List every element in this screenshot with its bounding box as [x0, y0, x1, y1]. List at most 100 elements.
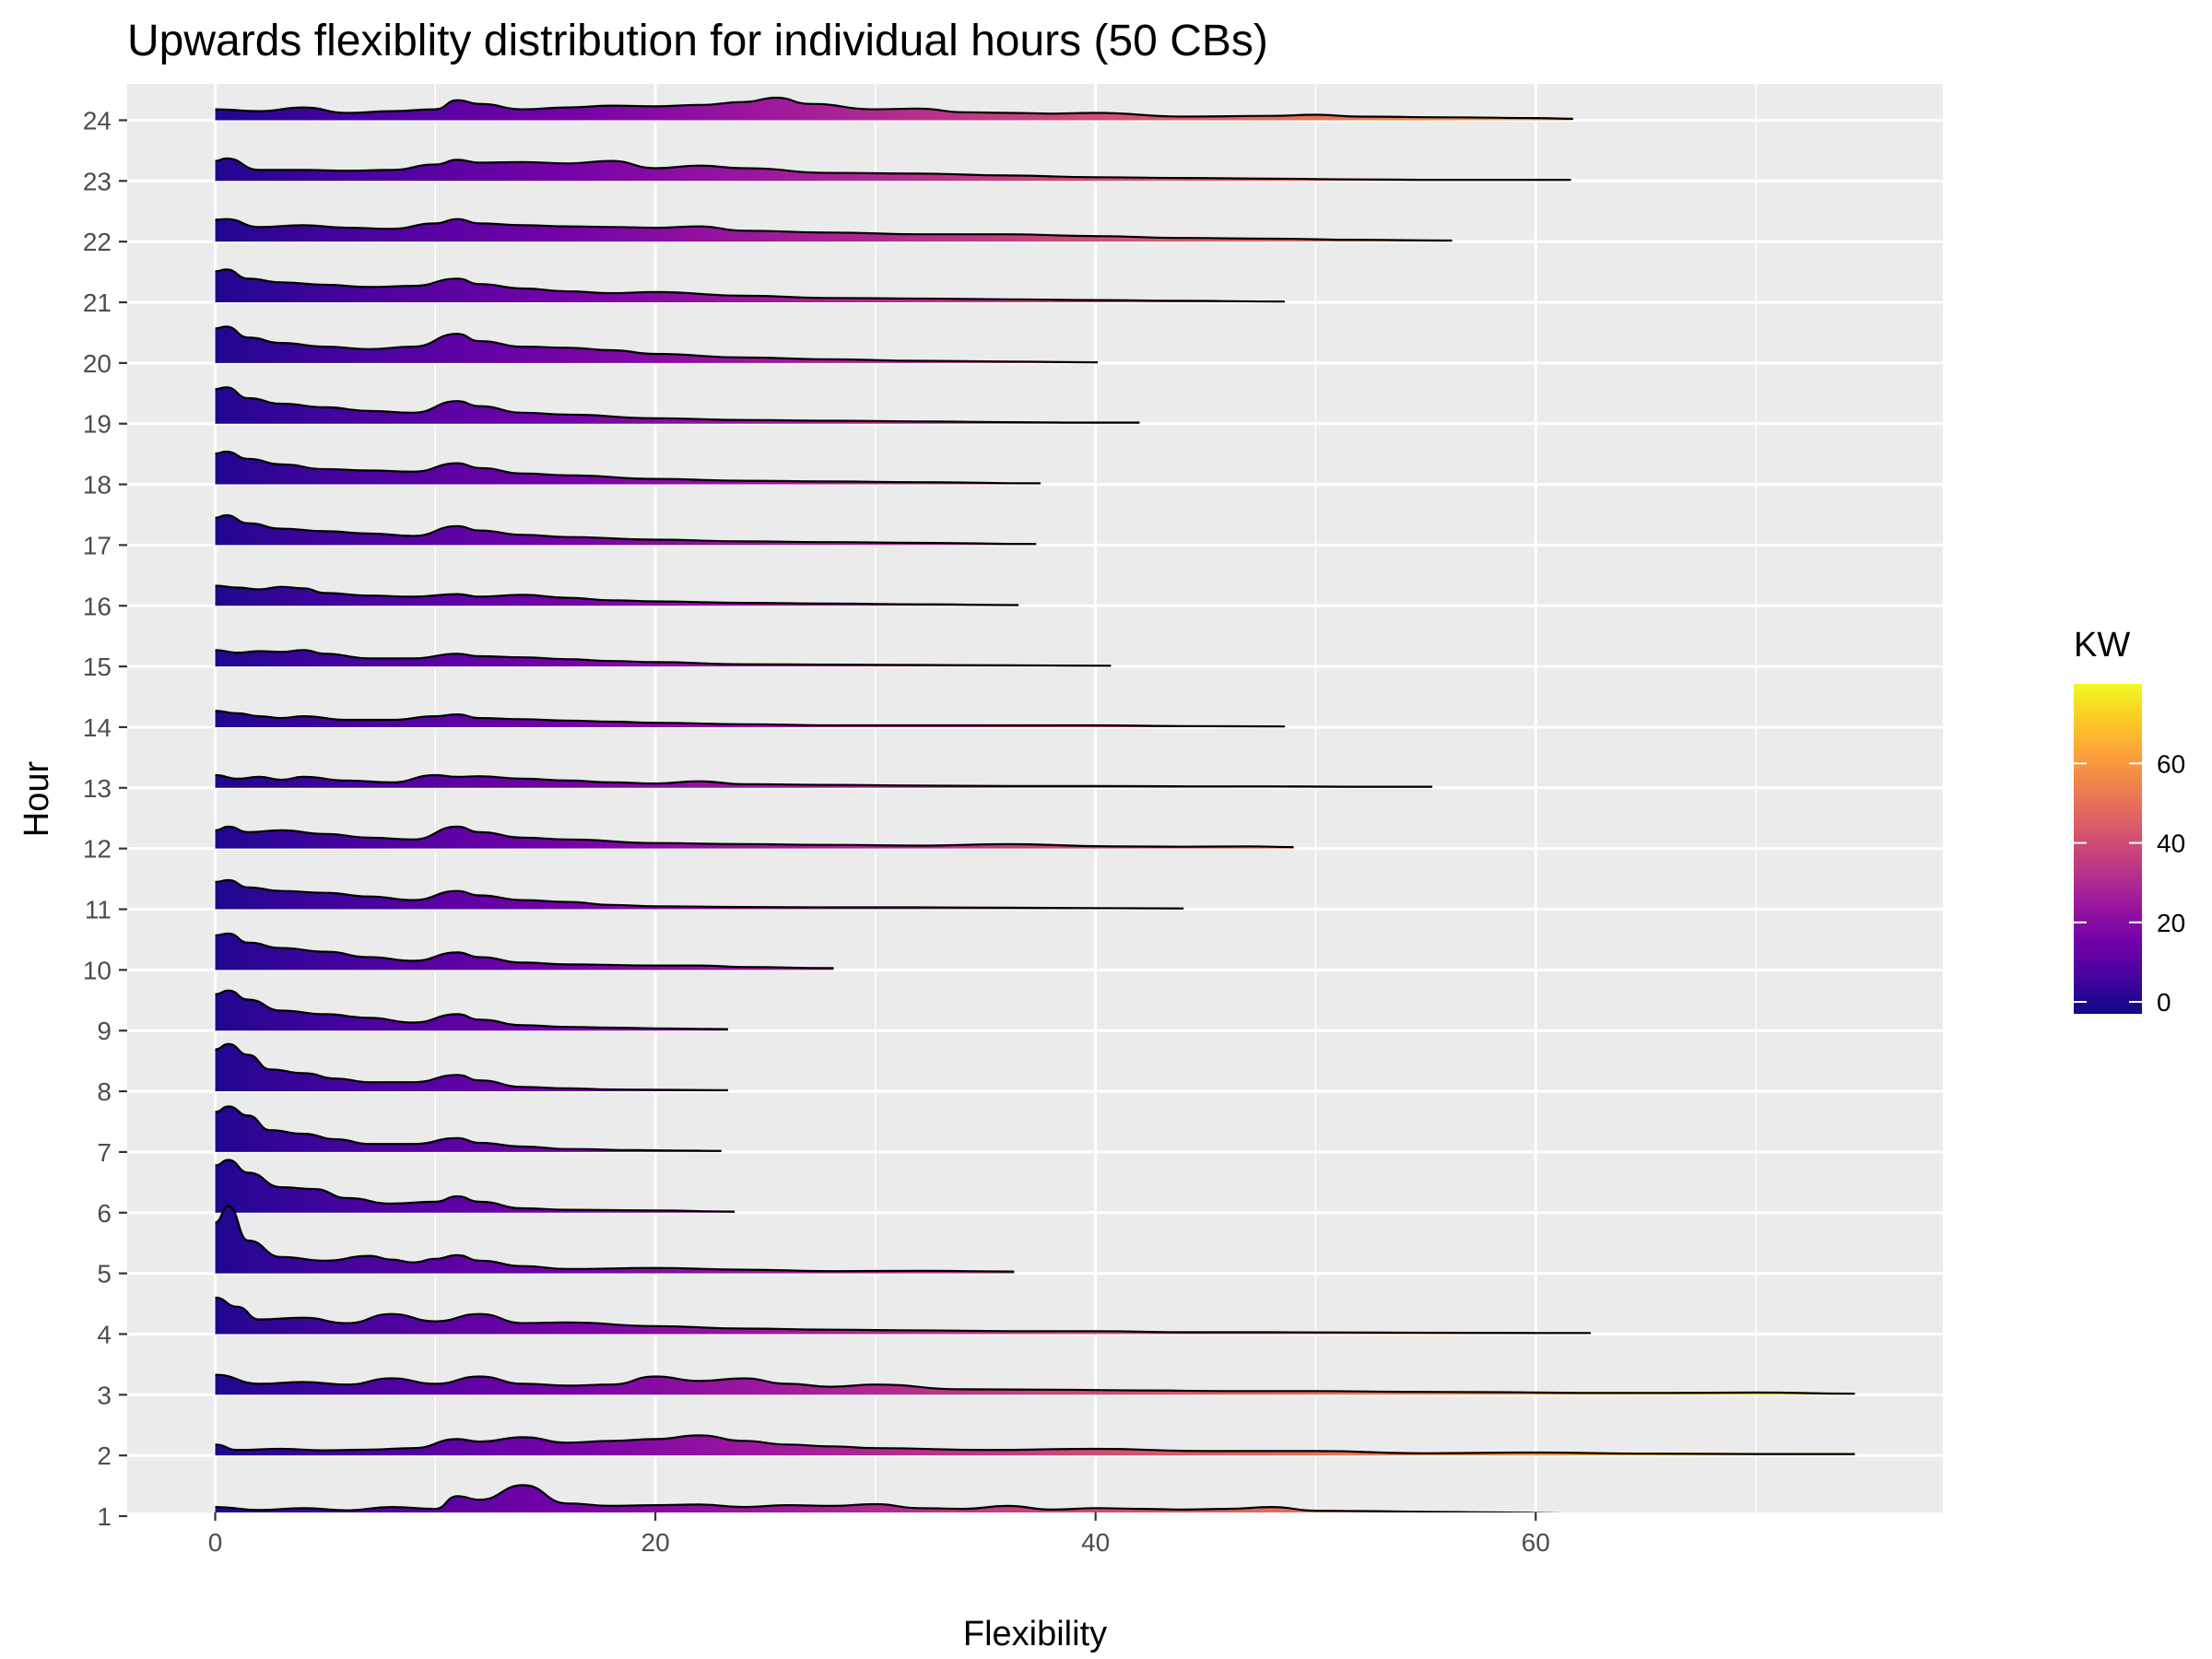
ridge-outline	[215, 989, 728, 1030]
y-tick-label: 13	[83, 774, 112, 803]
x-tick-label: 20	[641, 1528, 670, 1557]
ridge-hour-11	[215, 878, 1184, 910]
y-tick-label: 4	[97, 1320, 112, 1348]
ridge-hour-13	[215, 773, 1432, 788]
ridge-outline	[215, 157, 1571, 182]
ridge-hour-19	[215, 386, 1140, 424]
y-tick-label: 16	[83, 592, 112, 620]
ridge-fill	[215, 452, 1041, 485]
x-axis: 0 20 40 60	[208, 1512, 1550, 1557]
ridge-fill	[215, 933, 834, 971]
legend-tick-label: 20	[2157, 909, 2185, 937]
ridge-fill	[215, 826, 1294, 849]
legend-ticks: 0 20 40 60	[2074, 749, 2185, 1017]
ridge-outline	[215, 1105, 722, 1152]
ridge-outline	[215, 96, 1573, 120]
ridge-fill	[215, 98, 1573, 121]
ridge-fill	[215, 990, 728, 1031]
ridge-fill	[215, 515, 1037, 546]
ridge-fill	[215, 1159, 735, 1213]
legend-tick-label: 40	[2157, 830, 2185, 858]
legend-title: KW	[2074, 626, 2130, 665]
y-axis-title: Hour	[18, 760, 56, 837]
y-tick-label: 18	[83, 471, 112, 500]
ridge-fill	[215, 1485, 1492, 1512]
y-tick-label: 17	[83, 531, 112, 559]
ridge-outline	[215, 1159, 735, 1213]
ridge-fill	[215, 1106, 722, 1152]
ridge-fill	[215, 1374, 1855, 1395]
ridge-outline	[215, 268, 1286, 303]
ridge-fill	[215, 1297, 1591, 1335]
ridge-outline	[215, 1205, 1015, 1273]
ridge-outline	[215, 932, 834, 970]
x-tick-label: 40	[1081, 1528, 1110, 1557]
chart-title: Upwards flexiblity distribution for indi…	[127, 17, 1268, 65]
ridge-hour-2	[215, 1434, 1855, 1456]
ridge-hour-23	[215, 157, 1571, 182]
ridge-hour-9	[215, 989, 728, 1031]
ridge-outline	[215, 1042, 728, 1091]
y-tick-label: 1	[97, 1502, 112, 1531]
x-tick-label: 0	[208, 1528, 223, 1557]
ridge-outline	[215, 710, 1286, 728]
y-tick-label: 3	[97, 1381, 112, 1409]
ridge-hour-16	[215, 584, 1019, 606]
ridge-hour-21	[215, 268, 1286, 303]
legend-tick-label: 0	[2157, 988, 2171, 1017]
ridge-outline	[215, 1434, 1855, 1455]
ridge-hour-6	[215, 1159, 735, 1213]
legend-colorbar	[2074, 684, 2142, 1014]
ridge-outline	[215, 450, 1041, 485]
y-tick-label: 20	[83, 349, 112, 378]
ridge-fill	[215, 387, 1140, 424]
ridge-fill	[215, 269, 1285, 302]
y-tick-label: 2	[97, 1441, 112, 1470]
ridge-outline	[215, 1296, 1591, 1335]
ridge-hour-24	[215, 96, 1573, 121]
ridge-fill	[215, 1435, 1855, 1456]
ridges	[215, 96, 1855, 1512]
x-tick-label: 60	[1522, 1528, 1550, 1557]
y-tick-label: 24	[83, 106, 112, 135]
ridge-outline	[215, 878, 1184, 910]
ridge-hour-14	[215, 710, 1286, 728]
y-tick-label: 9	[97, 1017, 112, 1045]
ridge-hour-5	[215, 1205, 1015, 1274]
ridge-fill	[215, 879, 1184, 910]
legend-tick-label: 60	[2157, 749, 2185, 778]
x-axis-title: Flexibility	[963, 1615, 1107, 1653]
ridge-outline	[215, 513, 1037, 546]
ridge-hour-20	[215, 325, 1099, 364]
y-tick-label: 12	[83, 835, 112, 864]
ridge-outline	[215, 649, 1112, 667]
y-tick-label: 8	[97, 1077, 112, 1106]
y-tick-label: 15	[83, 653, 112, 681]
y-tick-label: 21	[83, 288, 112, 317]
ridge-hour-22	[215, 218, 1453, 242]
ridge-fill	[215, 650, 1112, 667]
ridge-fill	[215, 585, 1019, 606]
y-tick-label: 10	[83, 956, 112, 984]
ridge-outline	[215, 584, 1019, 606]
ridge-hour-8	[215, 1042, 728, 1092]
y-tick-label: 22	[83, 228, 112, 256]
legend: KW 0 20 40 60	[2074, 626, 2185, 1017]
y-tick-label: 14	[83, 713, 112, 742]
ridge-outline	[215, 825, 1294, 849]
ridge-fill	[215, 711, 1285, 727]
ridge-hour-12	[215, 825, 1294, 849]
ridge-hour-10	[215, 932, 834, 971]
y-tick-label: 5	[97, 1260, 112, 1288]
ridge-fill	[215, 326, 1099, 363]
ridge-fill	[215, 775, 1432, 788]
y-tick-label: 11	[85, 896, 112, 924]
ridge-hour-3	[215, 1373, 1855, 1395]
ridge-hour-4	[215, 1296, 1591, 1335]
ridge-outline	[215, 386, 1140, 424]
ridge-outline	[215, 218, 1453, 242]
ridge-hour-7	[215, 1105, 722, 1152]
ridge-hour-18	[215, 450, 1041, 485]
